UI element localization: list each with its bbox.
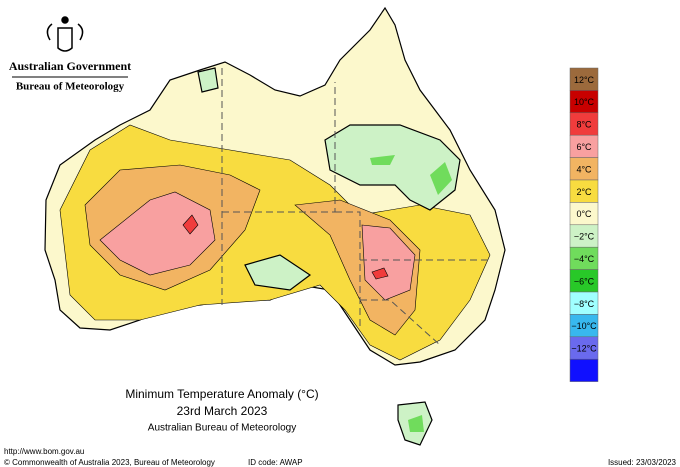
map-title: Minimum Temperature Anomaly (°C)	[125, 387, 318, 401]
legend-label: −6°C	[574, 276, 595, 286]
red-west	[182, 214, 199, 235]
map-source: Australian Bureau of Meteorology	[148, 423, 296, 434]
legend-label: −2°C	[574, 232, 595, 242]
legend-label: 0°C	[576, 209, 592, 219]
map-date: 23rd March 2023	[177, 404, 268, 418]
red-east	[371, 267, 389, 280]
id-code: ID code: AWAP	[248, 458, 303, 467]
green-dark-1	[430, 162, 452, 195]
issued: Issued: 23/03/2023	[608, 458, 677, 467]
map	[44, 6, 506, 446]
green-kimberley	[197, 67, 219, 93]
green-dark-2	[370, 155, 395, 165]
crest	[46, 16, 84, 52]
legend-label: 6°C	[576, 142, 592, 152]
legend-label: −4°C	[574, 254, 595, 264]
legend: 12°C 10°C 8°C 6°C 4°C 2°C 0°C −2°C −4°C −6°C −8°C −…	[569, 67, 599, 382]
legend-label: 2°C	[576, 187, 592, 197]
legend-label: 4°C	[576, 164, 592, 174]
legend-label: −10°C	[571, 321, 597, 331]
agency: Bureau of Meteorology	[16, 81, 125, 93]
legend-label: 10°C	[574, 97, 595, 107]
pink-east	[361, 224, 416, 301]
pink-west	[99, 191, 216, 276]
tasmania-green	[408, 415, 424, 432]
state-borders	[221, 68, 490, 346]
government: Australian Government	[9, 59, 131, 73]
legend-label: −12°C	[571, 344, 597, 354]
legend-label: 12°C	[574, 75, 595, 85]
copyright: © Commonwealth of Australia 2023, Bureau…	[4, 458, 215, 467]
legend-swatch	[569, 358, 599, 382]
green-nt	[244, 254, 312, 291]
green-queensland	[324, 124, 461, 211]
legend-label: 8°C	[576, 120, 592, 130]
url: http://www.bom.gov.au	[4, 447, 84, 456]
legend-label: −8°C	[574, 299, 595, 309]
